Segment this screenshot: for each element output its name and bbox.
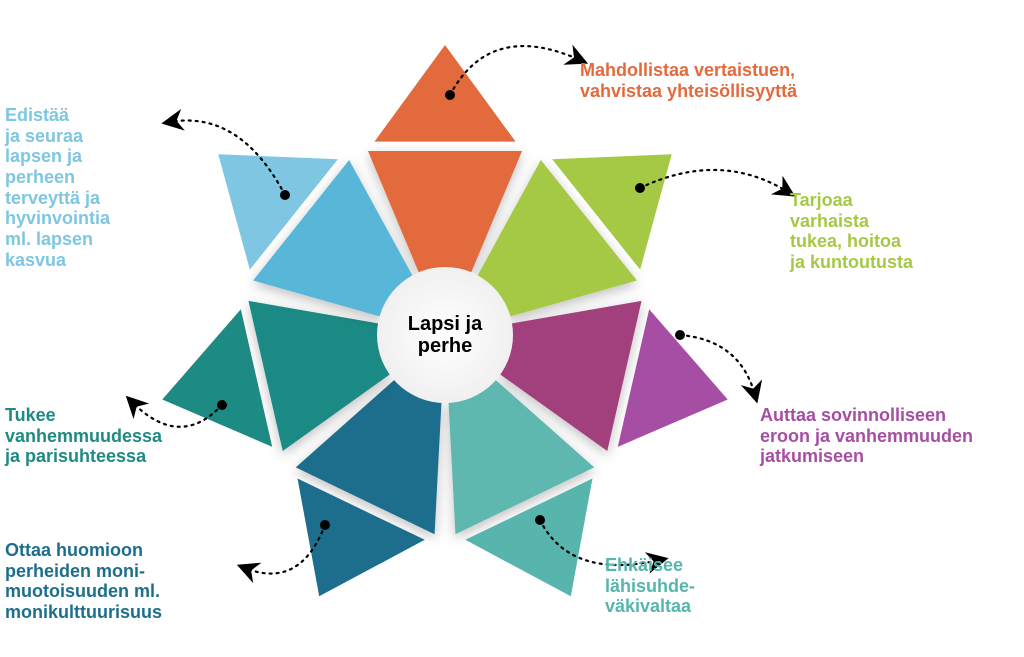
arrow-dot-lbl5	[320, 520, 330, 530]
label-lbl2: Tarjoaa varhaista tukea, hoitoa ja kunto…	[790, 190, 913, 273]
label-lbl7: Edistää ja seuraa lapsen ja perheen terv…	[5, 105, 110, 271]
label-lbl5: Ottaa huomioon perheiden moni- muotoisuu…	[5, 540, 162, 623]
arrow-dot-lbl1	[445, 90, 455, 100]
arrow-dot-lbl6	[217, 400, 227, 410]
center-label: Lapsi ja perhe	[385, 313, 505, 357]
label-lbl3: Auttaa sovinnolliseen eroon ja vanhemmuu…	[760, 405, 973, 467]
arrow-dot-lbl4	[535, 515, 545, 525]
label-lbl1: Mahdollistaa vertaistuen, vahvistaa yhte…	[580, 60, 797, 101]
label-lbl6: Tukee vanhemmuudessa ja parisuhteessa	[5, 405, 162, 467]
outer-point-seg1	[374, 45, 515, 142]
label-lbl4: Ehkäisee lähisuhde- väkivaltaa	[605, 555, 695, 617]
arrow-dot-lbl3	[675, 330, 685, 340]
arrow-dot-lbl7	[280, 190, 290, 200]
arrow-dot-lbl2	[635, 183, 645, 193]
